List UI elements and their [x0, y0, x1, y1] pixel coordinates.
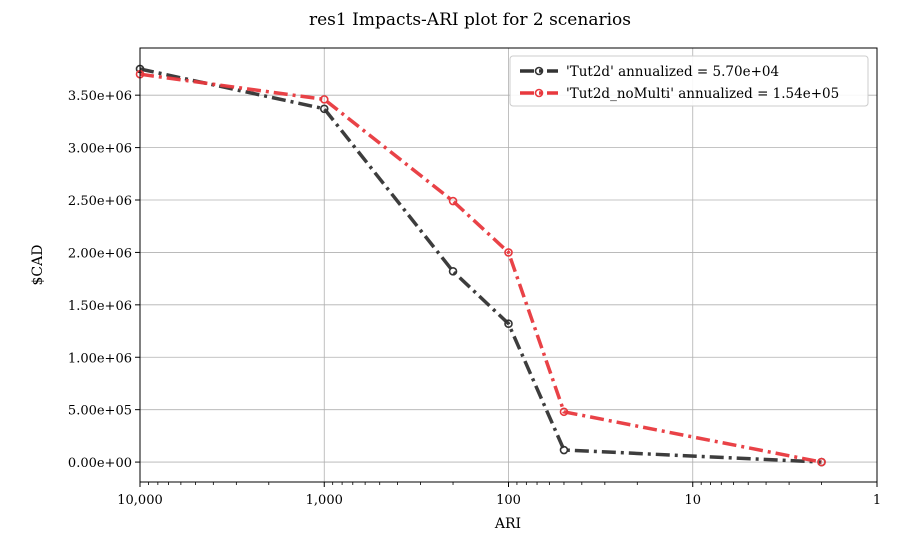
- chart-title: res1 Impacts-ARI plot for 2 scenarios: [309, 10, 631, 30]
- grid: [139, 48, 878, 482]
- y-axis-label: $CAD: [30, 245, 46, 286]
- data-point: [559, 445, 569, 455]
- x-tick-label: 10: [684, 493, 701, 508]
- data-point: [504, 248, 513, 257]
- x-tick-label: 10,000: [117, 493, 163, 508]
- axes: 0.00e+00 5.00e+05 1.00e+06 1.50e+06 2.00e+06…: [68, 89, 881, 508]
- y-tick-label: 3.50e+06: [68, 89, 132, 104]
- data-point: [319, 104, 329, 114]
- y-tick-label: 0.00e+00: [68, 456, 132, 471]
- data-point: [319, 95, 329, 104]
- legend: 'Tut2d' annualized = 5.70e+04 'Tut2d_noMu…: [509, 55, 869, 107]
- legend-box: [509, 55, 869, 107]
- series-line-1: [139, 67, 822, 464]
- data-point: [559, 407, 569, 417]
- legend-marker: [534, 88, 544, 98]
- y-tick-label: 2.50e+06: [68, 194, 132, 209]
- legend-label: 'Tut2d_noMulti' annualized = 1.54e+05: [566, 86, 839, 102]
- legend-label: 'Tut2d' annualized = 5.70e+04: [566, 64, 779, 80]
- data-point: [448, 196, 458, 206]
- series-line-2: [139, 72, 822, 464]
- y-tick-label: 1.00e+06: [68, 351, 132, 366]
- y-tick-label: 3.00e+06: [68, 142, 132, 157]
- y-tick-label: 2.00e+06: [68, 246, 132, 261]
- y-tick-label: 1.50e+06: [68, 299, 132, 314]
- x-tick-label: 1: [873, 493, 881, 508]
- x-tick-label: 1,000: [306, 493, 343, 508]
- series-layer: [135, 64, 826, 467]
- data-point: [448, 266, 458, 276]
- y-tick-label: 5.00e+05: [68, 404, 132, 419]
- x-tick-label: 100: [496, 493, 521, 508]
- data-point: [504, 319, 513, 329]
- x-axis-label: ARI: [494, 516, 521, 532]
- data-point: [817, 457, 826, 467]
- legend-marker: [534, 66, 544, 76]
